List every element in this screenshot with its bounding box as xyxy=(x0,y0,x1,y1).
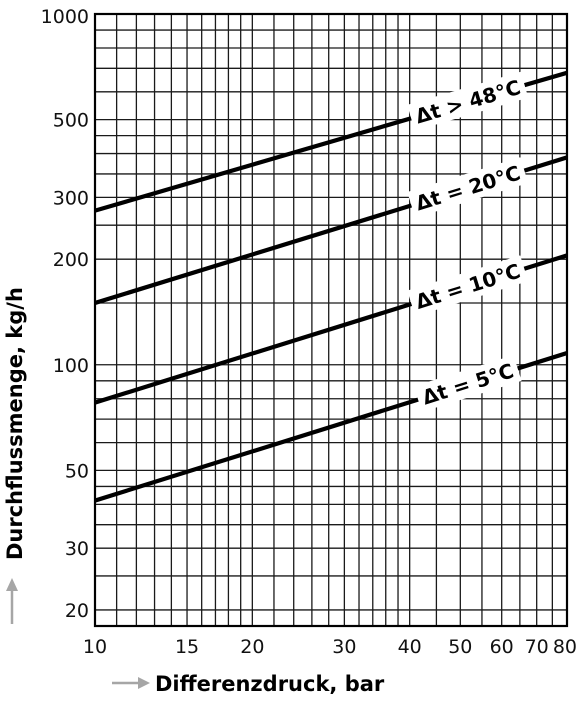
x-tick-label: 80 xyxy=(553,636,577,658)
y-axis-arrow-icon xyxy=(6,578,18,624)
series-label-background xyxy=(407,71,529,131)
series-label-background xyxy=(407,255,529,317)
y-tick-label: 20 xyxy=(65,600,89,622)
y-tick-label: 100 xyxy=(53,355,89,377)
x-axis-arrow-icon xyxy=(112,677,150,689)
tick-labels: 10 15 20 30 40 50 60 70 80 20 30 50 100 200 300 500 1000 xyxy=(41,6,577,658)
y-tick-label: 300 xyxy=(53,187,89,209)
curve-labels: Δt > 48°CΔt = 20°CΔt = 10°CΔt = 5°C xyxy=(407,71,529,413)
series-label-background xyxy=(407,157,529,218)
series-label-background xyxy=(413,355,522,413)
y-tick-label: 50 xyxy=(65,460,89,482)
y-axis-title: Durchflussmenge, kg/h xyxy=(3,287,27,560)
y-tick-label: 1000 xyxy=(41,6,89,28)
x-tick-label: 15 xyxy=(175,636,199,658)
grid-layer xyxy=(95,14,567,626)
x-tick-label: 20 xyxy=(240,636,264,658)
x-tick-label: 60 xyxy=(490,636,514,658)
y-tick-label: 200 xyxy=(53,249,89,271)
x-tick-label: 40 xyxy=(398,636,422,658)
x-tick-label: 70 xyxy=(525,636,549,658)
x-tick-label: 30 xyxy=(332,636,356,658)
y-tick-label: 30 xyxy=(65,538,89,560)
x-tick-label: 50 xyxy=(448,636,472,658)
y-tick-label: 500 xyxy=(53,110,89,132)
frame-layer xyxy=(93,12,569,628)
plot-frame xyxy=(93,12,569,628)
x-tick-label: 10 xyxy=(83,636,107,658)
x-axis-title: Differenzdruck, bar xyxy=(155,672,385,696)
